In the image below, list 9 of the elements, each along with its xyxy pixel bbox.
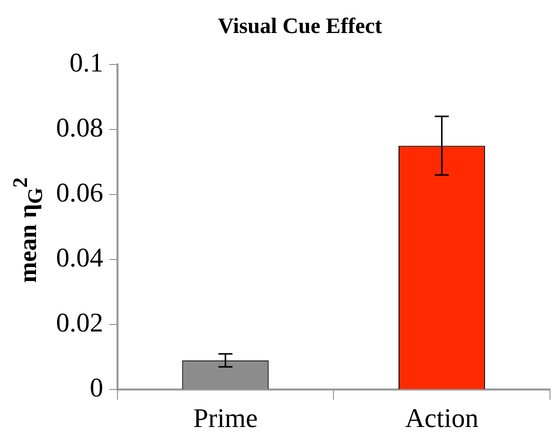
y-tick-label: 0.04 — [56, 242, 104, 273]
y-tick-label: 0.02 — [56, 308, 104, 338]
y-tick-label: 0 — [90, 372, 104, 403]
y-tick-label: 0.08 — [56, 112, 104, 143]
x-tick-label: Action — [405, 402, 480, 433]
y-tick-label: 0.1 — [70, 47, 104, 78]
x-tick-label: Prime — [193, 402, 258, 433]
chart-title: Visual Cue Effect — [218, 12, 383, 38]
y-tick-label: 0.06 — [56, 178, 104, 208]
